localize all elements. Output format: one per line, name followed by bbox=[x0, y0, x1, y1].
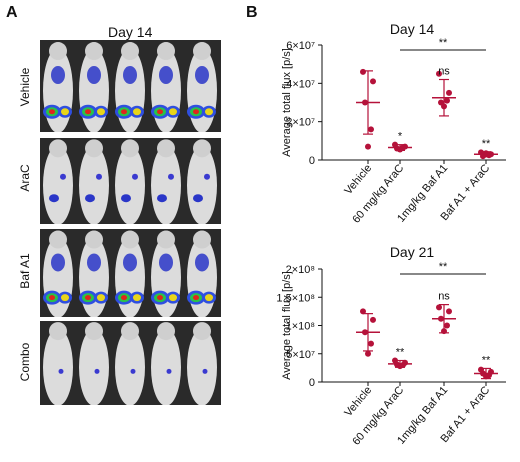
significance-label: ns bbox=[438, 66, 450, 78]
y-tick-label: 4×10⁷ bbox=[286, 78, 315, 90]
data-point bbox=[365, 350, 371, 357]
significance-label: ns bbox=[438, 291, 450, 303]
panel-letter-a: A bbox=[6, 4, 18, 21]
data-point bbox=[368, 126, 374, 133]
mouse-image-3 bbox=[40, 229, 221, 317]
panel-letter-b: B bbox=[246, 4, 258, 21]
data-point bbox=[436, 304, 442, 311]
data-point bbox=[441, 328, 447, 335]
bracket-label: ** bbox=[439, 37, 448, 49]
y-tick-label: 0 bbox=[309, 377, 315, 389]
data-point bbox=[444, 97, 450, 104]
data-point bbox=[368, 340, 374, 347]
data-point bbox=[362, 99, 368, 106]
mouse-image-2 bbox=[40, 138, 221, 224]
data-point bbox=[483, 373, 489, 380]
data-point bbox=[441, 103, 447, 110]
data-point bbox=[436, 70, 442, 77]
chart-title: Day 14 bbox=[390, 21, 435, 37]
y-tick-label: 2×10⁸ bbox=[286, 264, 315, 276]
x-tick-label: Vehicle bbox=[342, 384, 374, 419]
mouse-image-4 bbox=[40, 321, 221, 405]
data-point bbox=[370, 316, 376, 323]
y-tick-label: 0 bbox=[309, 155, 315, 167]
significance-label: ** bbox=[482, 138, 491, 150]
data-point bbox=[446, 308, 452, 315]
imaging-title: Day 14 bbox=[108, 24, 153, 40]
y-axis-label: Average total flux [p/s] bbox=[281, 48, 293, 157]
data-point bbox=[365, 143, 371, 150]
significance-label: * bbox=[398, 131, 403, 143]
data-point bbox=[362, 329, 368, 336]
y-tick-label: 6×10⁷ bbox=[286, 40, 315, 52]
y-axis-label: Average total flux [p/s] bbox=[281, 271, 293, 380]
y-tick-label: 5×10⁷ bbox=[286, 349, 315, 361]
data-point bbox=[446, 89, 452, 96]
bracket-label: ** bbox=[439, 261, 448, 273]
data-point bbox=[483, 150, 489, 157]
data-point bbox=[397, 363, 403, 370]
data-point bbox=[444, 322, 450, 329]
x-tick-label: Vehicle bbox=[342, 162, 374, 197]
mouse-image-1 bbox=[40, 40, 221, 132]
data-point bbox=[370, 78, 376, 85]
chart-title: Day 21 bbox=[390, 244, 435, 260]
data-point bbox=[397, 146, 403, 153]
data-point bbox=[360, 308, 366, 315]
data-point bbox=[360, 68, 366, 75]
y-tick-label: 2×10⁷ bbox=[286, 117, 315, 129]
significance-label: ** bbox=[482, 354, 491, 366]
data-point bbox=[438, 315, 444, 322]
y-tick-label: 1×10⁸ bbox=[286, 321, 315, 333]
y-tick-label: 1.5×10⁸ bbox=[276, 292, 315, 304]
significance-label: ** bbox=[396, 347, 405, 359]
